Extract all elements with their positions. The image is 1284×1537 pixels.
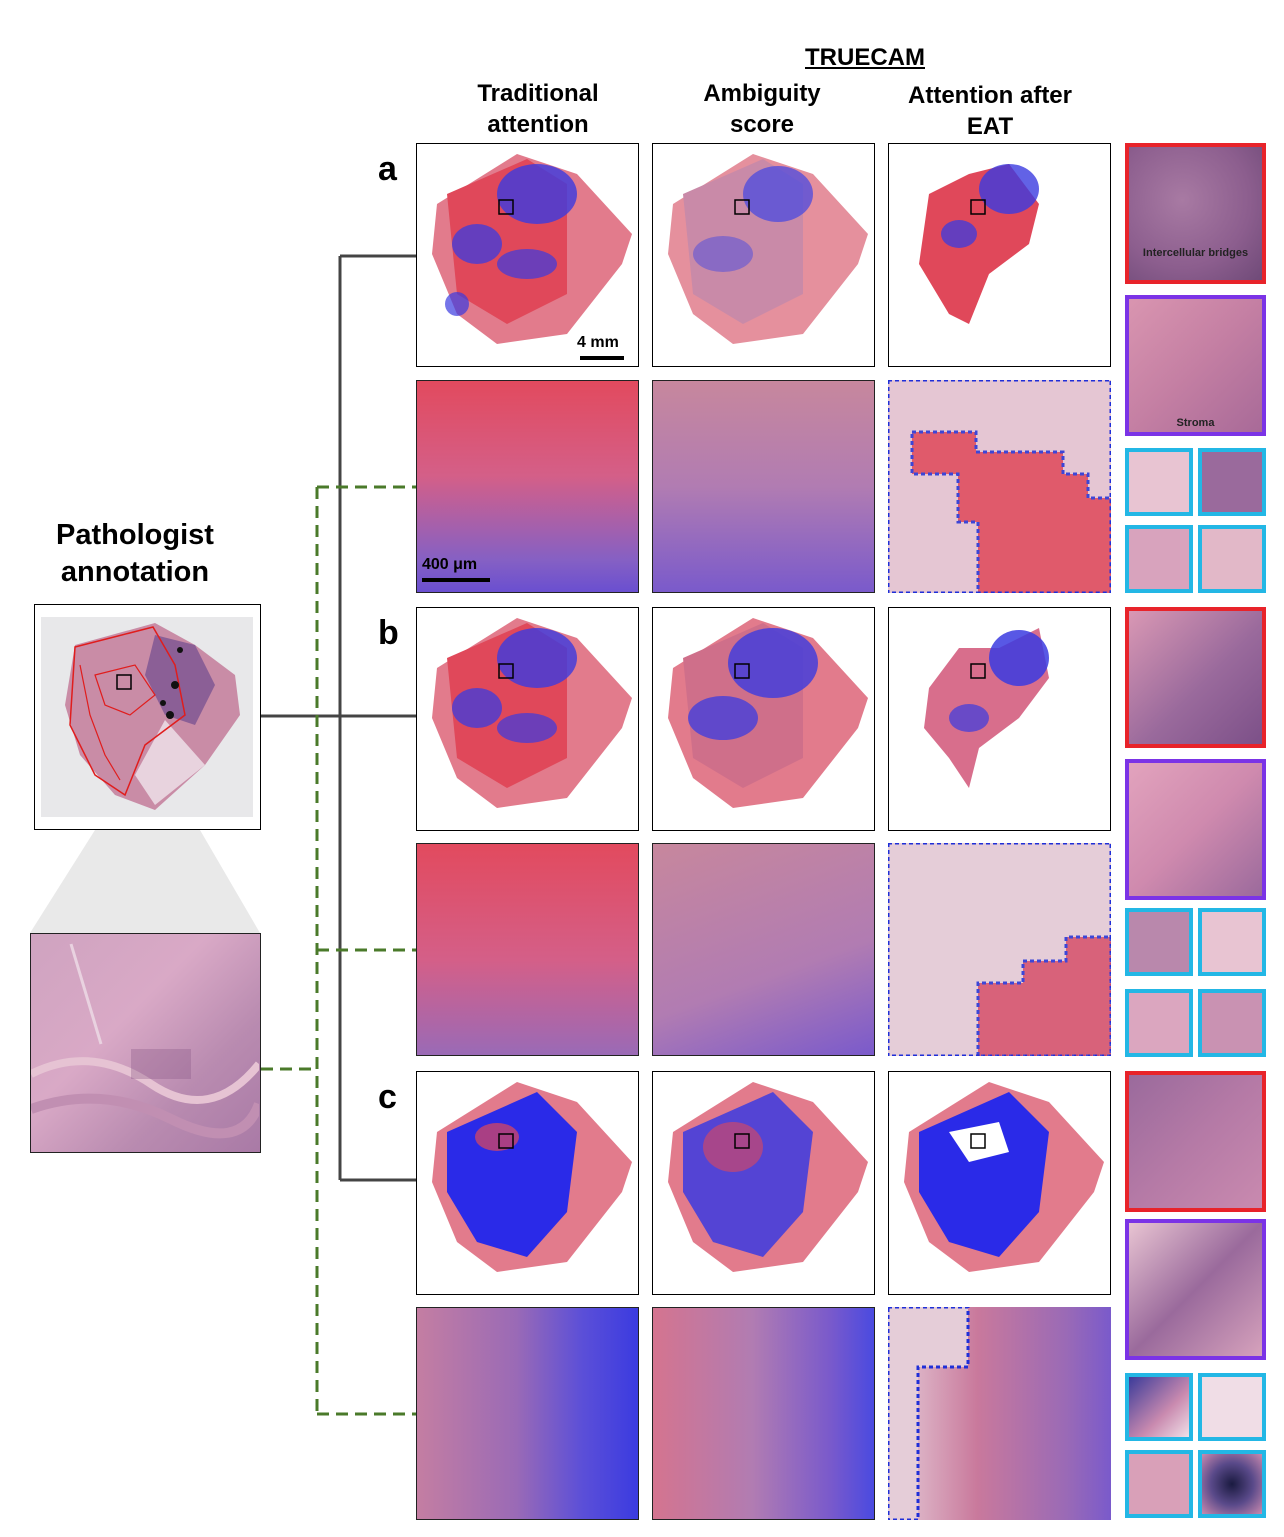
column-header-line: Ambiguity [703, 80, 821, 107]
row-b-cyan-patch [1198, 989, 1266, 1057]
row-b-traditional-attention-zoom [416, 843, 639, 1056]
eat-outline-region [888, 843, 1111, 1056]
heatmap-wsi [668, 154, 868, 344]
column-header-ambiguity-score: Ambiguity score [662, 78, 862, 140]
row-b-red-patch [1125, 607, 1266, 748]
column-header-attention-after-eat: Attention after EAT [880, 80, 1100, 142]
row-a-traditional-attention-zoom: 400 μm [416, 380, 639, 593]
pathologist-annotation-title: Pathologist annotation [30, 517, 240, 591]
truecam-group-title: TRUECAM [805, 44, 925, 71]
row-a-purple-patch: Stroma [1125, 295, 1266, 436]
row-c-purple-patch [1125, 1219, 1266, 1360]
row-c-attention-after-eat-zoom [888, 1307, 1111, 1520]
row-c-cyan-patch [1125, 1450, 1193, 1518]
row-c-attention-after-eat-wsi [888, 1071, 1111, 1295]
eat-outline-region [888, 380, 1111, 593]
row-b-cyan-patch [1125, 908, 1193, 976]
row-a-ambiguity-score-wsi [652, 143, 875, 367]
scale-bar-label-wsi: 4 mm [577, 334, 619, 351]
column-header-line: EAT [966, 113, 1014, 140]
row-b-cyan-patch [1198, 908, 1266, 976]
heatmap-wsi [668, 1082, 868, 1272]
row-c-ambiguity-score-zoom [652, 1307, 875, 1520]
row-label-b: b [378, 614, 399, 652]
row-label-c: c [378, 1078, 397, 1116]
row-b-attention-after-eat-wsi [888, 607, 1111, 831]
row-c-ambiguity-score-wsi [652, 1071, 875, 1295]
heatmap-wsi [432, 154, 632, 344]
row-a-ambiguity-score-zoom [652, 380, 875, 593]
annotation-zoom-patch [30, 933, 261, 1153]
row-a-cyan-patch [1198, 525, 1266, 593]
row-a-cyan-patch [1125, 525, 1193, 593]
row-c-cyan-patch [1198, 1373, 1266, 1441]
row-label-a: a [378, 150, 397, 188]
column-header-line: Attention after [908, 82, 1072, 109]
row-a-red-patch: Intercellular bridges [1125, 143, 1266, 284]
column-header-line: score [729, 111, 795, 138]
heatmap-wsi [924, 628, 1049, 788]
tissue-texture [31, 943, 259, 1139]
eat-outline-region [888, 1307, 970, 1520]
row-c-cyan-patch [1125, 1373, 1193, 1441]
column-header-line: Traditional [477, 80, 599, 107]
annotated-wsi-image [41, 617, 253, 817]
heatmap-wsi [919, 164, 1039, 324]
scale-bar-zoom [422, 578, 490, 582]
row-b-cyan-patch [1125, 989, 1193, 1057]
row-c-traditional-attention-wsi [416, 1071, 639, 1295]
scale-bar-wsi [580, 356, 624, 360]
patch-caption: Stroma [1176, 417, 1215, 429]
row-c-traditional-attention-zoom [416, 1307, 639, 1520]
row-b-attention-after-eat-zoom [888, 843, 1111, 1056]
column-header-line: attention [487, 111, 589, 138]
row-b-ambiguity-score-zoom [652, 843, 875, 1056]
row-b-traditional-attention-wsi [416, 607, 639, 831]
row-c-red-patch [1125, 1071, 1266, 1212]
row-a-traditional-attention-wsi: 4 mm [416, 143, 639, 367]
title-line: Pathologist [56, 519, 214, 551]
heatmap-wsi [668, 618, 868, 808]
annotated-wsi-panel [34, 604, 261, 830]
title-line: annotation [60, 556, 210, 588]
heatmap-wsi [432, 1082, 632, 1272]
scale-bar-label-zoom: 400 μm [422, 556, 478, 573]
row-a-cyan-patch [1198, 448, 1266, 516]
row-a-cyan-patch [1125, 448, 1193, 516]
column-header-traditional-attention: Traditional attention [438, 78, 638, 140]
patch-caption: Intercellular bridges [1142, 247, 1249, 259]
row-b-purple-patch [1125, 759, 1266, 900]
heatmap-wsi [432, 618, 632, 808]
row-a-attention-after-eat-zoom [888, 380, 1111, 593]
heatmap-wsi [904, 1082, 1104, 1272]
row-c-cyan-patch [1198, 1450, 1266, 1518]
row-a-attention-after-eat-wsi [888, 143, 1111, 367]
row-b-ambiguity-score-wsi [652, 607, 875, 831]
